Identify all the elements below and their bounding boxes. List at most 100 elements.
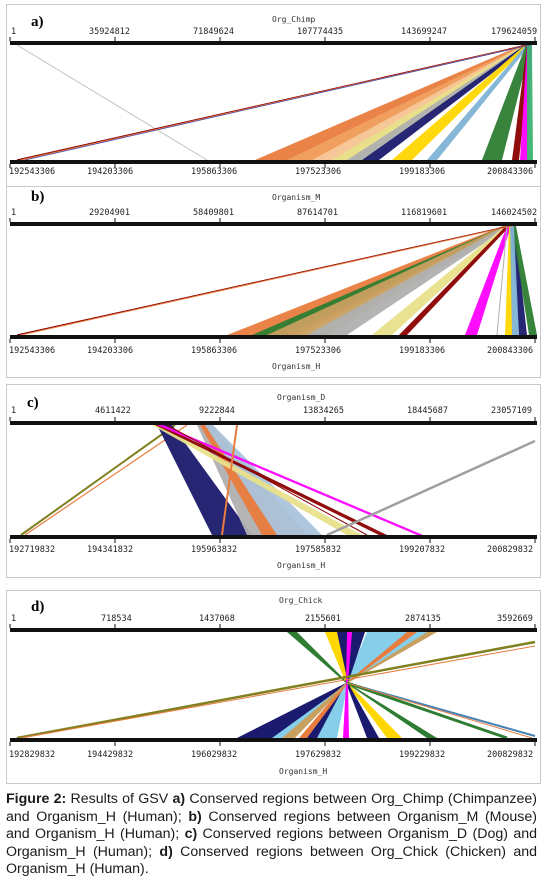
top-tick: 3592669 [497, 614, 533, 624]
conserved-region-band [465, 226, 511, 335]
bottom-track-bar [10, 738, 537, 742]
top-track-bar [10, 421, 537, 425]
top-tick: 116819601 [401, 208, 448, 218]
panel-d: d) Org_Chick 1 718534 1437068 2155601 28… [6, 590, 541, 784]
conserved-region-band [312, 45, 530, 160]
conserved-region-band [346, 632, 437, 683]
top-tick: 35924812 [89, 27, 130, 37]
bottom-tick: 195963832 [191, 545, 238, 555]
top-tick: 23057109 [491, 406, 532, 416]
figure-label: Figure 2: [6, 791, 67, 807]
top-tick: 1 [11, 27, 17, 37]
conserved-region-band [510, 226, 519, 335]
conserved-region-line [166, 424, 368, 536]
top-tick: 2874135 [405, 614, 441, 624]
bottom-tick: 199229832 [399, 750, 446, 760]
panel-c: c) Organism_D 1 4611422 9222844 13834265… [6, 384, 541, 578]
conserved-region-line [24, 424, 188, 536]
conserved-region-band [343, 683, 349, 738]
conserved-region-band [307, 226, 510, 335]
conserved-region-band [267, 226, 509, 335]
top-tick: 71849624 [193, 27, 234, 37]
bottom-track-name: Organism_H [272, 362, 321, 371]
conserved-region-band [237, 683, 348, 738]
top-tick: 2155601 [305, 614, 341, 624]
conserved-region-band [482, 45, 531, 160]
panel-label: d) [31, 599, 45, 615]
bottom-tick: 197585832 [295, 545, 342, 555]
top-tick: 1 [11, 614, 17, 624]
conserved-region-band [346, 632, 352, 683]
bottom-tick: 199183306 [399, 346, 446, 356]
conserved-region-band [346, 632, 417, 683]
bottom-tick: 197523306 [295, 346, 342, 356]
bottom-tick: 192829832 [9, 750, 56, 760]
conserved-region-band [317, 683, 348, 738]
conserved-region-band [346, 632, 365, 683]
caption-intro: Results of GSV [66, 791, 173, 807]
conserved-region-band [332, 45, 529, 160]
top-tick: 29204901 [89, 208, 130, 218]
conserved-region-line [346, 681, 508, 740]
bottom-tick: 197523306 [295, 167, 342, 177]
top-track-bar [10, 628, 537, 632]
caption-b-text: Conserved regions between Organism_M (Mo… [6, 808, 537, 843]
bottom-tick: 199183306 [399, 167, 446, 177]
panel-label: c) [27, 395, 39, 411]
caption-d-text: Conserved regions between Org_Chick (Chi… [6, 843, 537, 878]
caption-d-label: d) [159, 843, 173, 860]
synteny-plot-c [9, 417, 537, 543]
conserved-region-line [221, 424, 238, 536]
bottom-tick: 194341832 [87, 545, 134, 555]
top-track-name: Organism_D [277, 393, 326, 402]
panel-b: b) Organism_M 1 29204901 58409801 876147… [6, 186, 541, 378]
bottom-track-bar [10, 535, 537, 539]
bottom-tick: 194203306 [87, 167, 134, 177]
panel-label: a) [31, 14, 44, 30]
synteny-plot-a [9, 37, 537, 168]
bottom-tick: 200843306 [487, 346, 534, 356]
bottom-tick: 194203306 [87, 346, 134, 356]
top-tick: 87614701 [297, 208, 338, 218]
bottom-tick: 192543306 [9, 346, 56, 356]
bottom-tick: 192543306 [9, 167, 56, 177]
top-tick: 9222844 [199, 406, 235, 416]
conserved-region-band [392, 45, 529, 160]
conserved-region-band [427, 45, 530, 160]
conserved-region-band [325, 632, 348, 683]
bottom-track-bar [10, 335, 537, 339]
top-tick: 58409801 [193, 208, 234, 218]
panel-label: b) [31, 189, 45, 205]
conserved-region-line [20, 424, 176, 536]
conserved-region-line [20, 645, 536, 739]
conserved-region-line [16, 225, 511, 336]
conserved-region-line [326, 439, 536, 537]
top-tick: 1 [11, 406, 17, 416]
caption-a-label: a) [172, 791, 186, 807]
conserved-region-band [346, 683, 379, 738]
bottom-tick: 195863306 [191, 167, 238, 177]
conserved-region-band [512, 226, 537, 335]
conserved-region-band [287, 45, 531, 160]
conserved-region-band [152, 425, 362, 535]
conserved-region-line [16, 44, 208, 161]
bottom-tick: 200829832 [487, 750, 534, 760]
caption-b-label: b) [188, 808, 202, 825]
top-tick: 107774435 [297, 27, 344, 37]
bottom-tick: 200843306 [487, 167, 534, 177]
conserved-region-line [346, 682, 533, 739]
bottom-tick: 195863306 [191, 346, 238, 356]
conserved-region-band [347, 45, 529, 160]
bottom-tick: 196029832 [191, 750, 238, 760]
bottom-track-name: Organism_H [277, 561, 326, 570]
conserved-region-line [16, 44, 528, 161]
conserved-region-band [282, 683, 348, 738]
conserved-region-band [299, 683, 348, 738]
top-tick: 146024502 [491, 208, 538, 218]
top-tick: 4611422 [95, 406, 131, 416]
conserved-region-line [20, 225, 513, 336]
conserved-region-band [157, 425, 252, 535]
conserved-region-band [346, 683, 402, 738]
bottom-track-name: Organism_H [279, 767, 328, 776]
figure-caption: Figure 2: Results of GSV a) Conserved re… [6, 791, 537, 879]
